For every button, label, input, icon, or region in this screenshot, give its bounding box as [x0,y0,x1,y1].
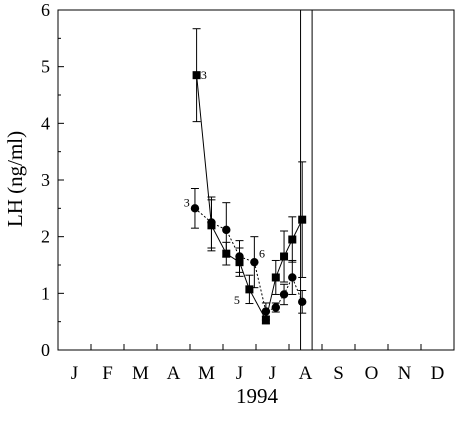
data-point-square [288,235,297,244]
annotation-label: 3 [184,196,190,210]
annotations: 3 3 6 5 [184,68,265,307]
series-layer [190,28,307,325]
y-tick-label: 6 [41,0,50,20]
y-tick-label: 3 [41,170,50,190]
y-tick-label: 5 [41,57,50,77]
data-point-circle [288,273,297,282]
data-point-circle [261,307,271,316]
data-point-circle [279,290,289,299]
series-line [194,207,303,313]
data-point-square [271,273,280,282]
data-point-circle [207,218,216,227]
y-tick-label: 2 [41,227,50,247]
annotation-label: 5 [234,293,240,307]
data-point-circle [250,257,259,267]
x-tick-label: N [398,363,412,384]
annotation-label: 3 [201,68,207,82]
x-tick-label: J [71,363,78,384]
x-axis-label: 1994 [236,384,279,408]
y-tick-label: 0 [41,340,50,360]
data-point-square [298,215,307,224]
x-tick-label: J [236,363,243,384]
data-point-square [192,71,201,80]
data-point-circle [190,204,200,213]
x-tick-label: M [132,363,149,384]
series-line [196,75,303,322]
annotation-label: 6 [259,247,265,261]
series-circle [190,188,307,321]
x-tick-label: J [269,363,276,384]
x-tick-label: A [167,363,181,384]
x-tick-label: D [431,363,445,384]
y-tick-label: 1 [41,283,50,303]
plot-frame [57,9,455,351]
y-tick-label: 4 [41,113,50,133]
data-point-circle [222,225,231,235]
x-tick-label: F [102,363,113,384]
data-point-square [280,252,289,261]
data-point-square [245,285,254,294]
x-tick-label: O [365,363,379,384]
y-axis-label: LH (ng/ml) [3,131,27,227]
data-point-circle [271,303,280,312]
x-tick-label: M [198,363,215,384]
x-tick-label: A [299,363,313,384]
x-tick-label: S [333,363,344,384]
data-point-circle [298,297,307,307]
data-point-circle [235,252,244,261]
vertical-lines [300,10,313,350]
